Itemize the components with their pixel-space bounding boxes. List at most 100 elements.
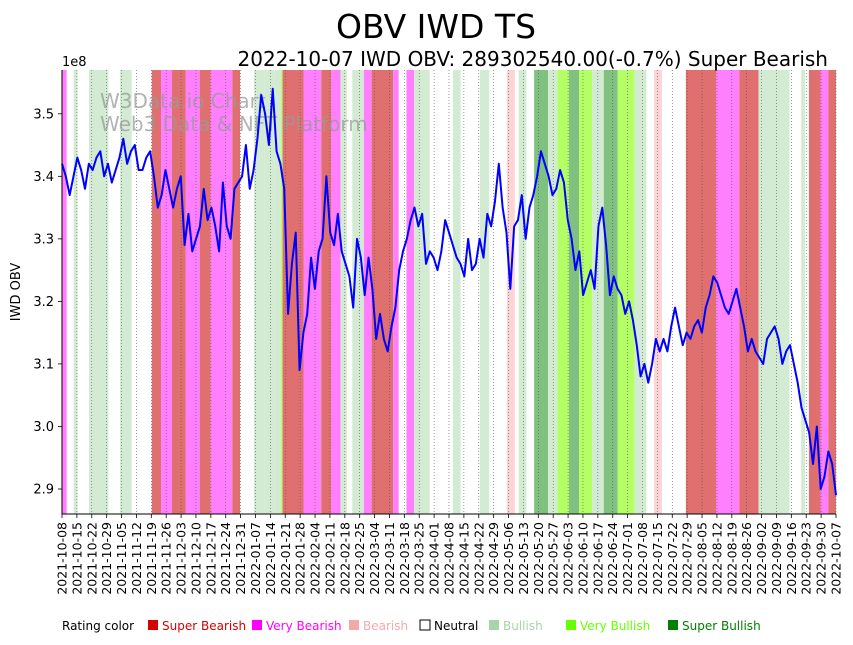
rating-band-very-bullish xyxy=(579,70,593,514)
x-tick-label: 2022-01-14 xyxy=(263,522,278,595)
x-tick-label: 2022-09-23 xyxy=(799,522,814,595)
x-tick-label: 2022-08-12 xyxy=(709,522,724,595)
x-tick-label: 2022-07-08 xyxy=(635,522,650,595)
rating-band-super-bearish xyxy=(151,70,162,514)
x-tick-label: 2022-06-24 xyxy=(605,522,620,595)
x-tick-label: 2022-05-13 xyxy=(516,522,531,595)
x-tick-label: 2022-06-17 xyxy=(590,522,605,595)
x-tick-label: 2022-08-05 xyxy=(695,522,710,595)
x-tick-label: 2021-12-10 xyxy=(188,522,203,595)
x-tick-label: 2022-03-11 xyxy=(382,522,397,595)
x-tick-label: 2022-10-07 xyxy=(829,522,844,595)
x-tick-label: 2021-12-31 xyxy=(233,522,248,595)
x-tick-label: 2022-03-25 xyxy=(412,522,427,595)
x-tick-label: 2021-11-05 xyxy=(114,522,129,595)
rating-band-very-bullish xyxy=(617,70,635,514)
x-tick-label: 2022-04-29 xyxy=(486,522,501,595)
x-tick-label: 2022-04-01 xyxy=(427,522,442,595)
x-tick-label: 2022-02-11 xyxy=(322,522,337,595)
rating-band-bullish xyxy=(120,70,132,514)
legend-swatch xyxy=(148,620,158,630)
rating-band-super-bearish xyxy=(828,70,836,514)
rating-band-super-bearish xyxy=(371,70,394,514)
legend-swatch xyxy=(252,620,262,630)
rating-band-bullish xyxy=(548,70,558,514)
rating-band-bullish xyxy=(274,70,282,514)
x-tick-label: 2022-05-27 xyxy=(546,522,561,595)
x-tick-label: 2022-07-01 xyxy=(620,522,635,595)
x-tick-label: 2022-04-08 xyxy=(442,522,457,595)
x-tick-label: 2021-11-26 xyxy=(159,522,174,595)
rating-band-super-bearish xyxy=(739,70,759,514)
y-tick-label: 3.5 xyxy=(33,107,54,122)
rating-band-super-bullish xyxy=(534,70,549,514)
x-tick-label: 2022-04-22 xyxy=(471,522,486,595)
legend-title: Rating color xyxy=(62,619,134,633)
x-tick-label: 2021-10-29 xyxy=(99,522,114,595)
y-tick-label: 3.2 xyxy=(33,295,54,310)
obv-line xyxy=(61,87,837,496)
rating-band-bullish xyxy=(253,70,265,514)
x-tick-label: 2021-12-24 xyxy=(218,522,233,595)
x-tick-label: 2021-10-08 xyxy=(55,522,70,595)
y-tick-label: 2.9 xyxy=(33,482,54,497)
rating-band-bullish xyxy=(801,70,806,514)
x-tick-label: 2021-12-03 xyxy=(174,522,189,595)
y-tick-label: 3.4 xyxy=(33,170,54,185)
x-tick-label: 2022-04-15 xyxy=(456,522,471,595)
legend-label: Neutral xyxy=(434,619,478,633)
x-tick-label: 2022-01-07 xyxy=(248,522,263,595)
rating-band-bullish xyxy=(264,70,275,514)
legend-label: Bearish xyxy=(363,619,408,633)
rating-band-super-bearish xyxy=(171,70,186,514)
x-tick-label: 2022-02-25 xyxy=(352,522,367,595)
rating-band-very-bearish xyxy=(62,70,67,514)
legend-label: Super Bearish xyxy=(162,619,246,633)
legend-label: Super Bullish xyxy=(682,619,761,633)
y-scale-note: 1e8 xyxy=(62,55,87,70)
x-tick-label: 2022-01-28 xyxy=(293,522,308,595)
series-layer xyxy=(61,87,837,496)
x-tick-label: 2022-07-29 xyxy=(680,522,695,595)
rating-band-bullish xyxy=(89,70,109,514)
x-tick-label: 2022-06-10 xyxy=(575,522,590,595)
chart-title: OBV IWD TS xyxy=(336,7,536,46)
legend-swatch xyxy=(419,619,431,631)
legend-swatch xyxy=(668,620,678,630)
rating-band-bullish xyxy=(73,70,78,514)
rating-band-bearish xyxy=(654,70,662,514)
legend-label: Very Bearish xyxy=(266,619,342,633)
x-tick-label: 2022-09-09 xyxy=(769,522,784,595)
legend-label: Bullish xyxy=(503,619,543,633)
x-tick-label: 2022-06-03 xyxy=(561,522,576,595)
rating-band-very-bullish xyxy=(557,70,569,514)
rating-band-super-bearish xyxy=(199,70,211,514)
y-tick-label: 3.0 xyxy=(33,420,54,435)
legend-swatch xyxy=(489,620,499,630)
x-tick-label: 2022-08-26 xyxy=(739,522,754,595)
x-tick-label: 2022-01-21 xyxy=(278,522,293,595)
legend-swatch xyxy=(349,620,359,630)
rating-band-bearish xyxy=(507,70,515,514)
x-tick-label: 2022-05-06 xyxy=(501,522,516,595)
watermark-line-2: Web3 Data & NFT Platform xyxy=(100,112,368,136)
rating-band-bullish xyxy=(340,70,347,514)
rating-band-very-bearish xyxy=(820,70,829,514)
vertical-grid-layer xyxy=(61,70,837,514)
rating-band-bullish xyxy=(758,70,790,514)
rating-legend: Rating color Super Bearish Very Bearish Be… xyxy=(62,619,761,633)
x-tick-label: 2022-03-18 xyxy=(397,522,412,595)
rating-band-bullish xyxy=(352,70,364,514)
x-tick-label: 2022-09-16 xyxy=(784,522,799,595)
x-tick-label: 2022-07-22 xyxy=(665,522,680,595)
x-tick-label: 2021-11-19 xyxy=(144,522,159,595)
x-ticks-layer: 2021-10-08 2021-10-15 2021-10-22 2021-10-29… xyxy=(55,514,844,595)
legend-swatch xyxy=(566,620,576,630)
rating-band-bullish xyxy=(452,70,461,514)
y-axis-label: IWD OBV xyxy=(9,263,24,322)
x-tick-label: 2021-12-17 xyxy=(203,522,218,595)
x-tick-label: 2021-11-12 xyxy=(129,522,144,595)
rating-band-super-bearish xyxy=(685,70,717,514)
y-ticks-layer: 2.9 3.0 3.1 3.2 3.3 3.4 3.5 xyxy=(33,107,62,497)
